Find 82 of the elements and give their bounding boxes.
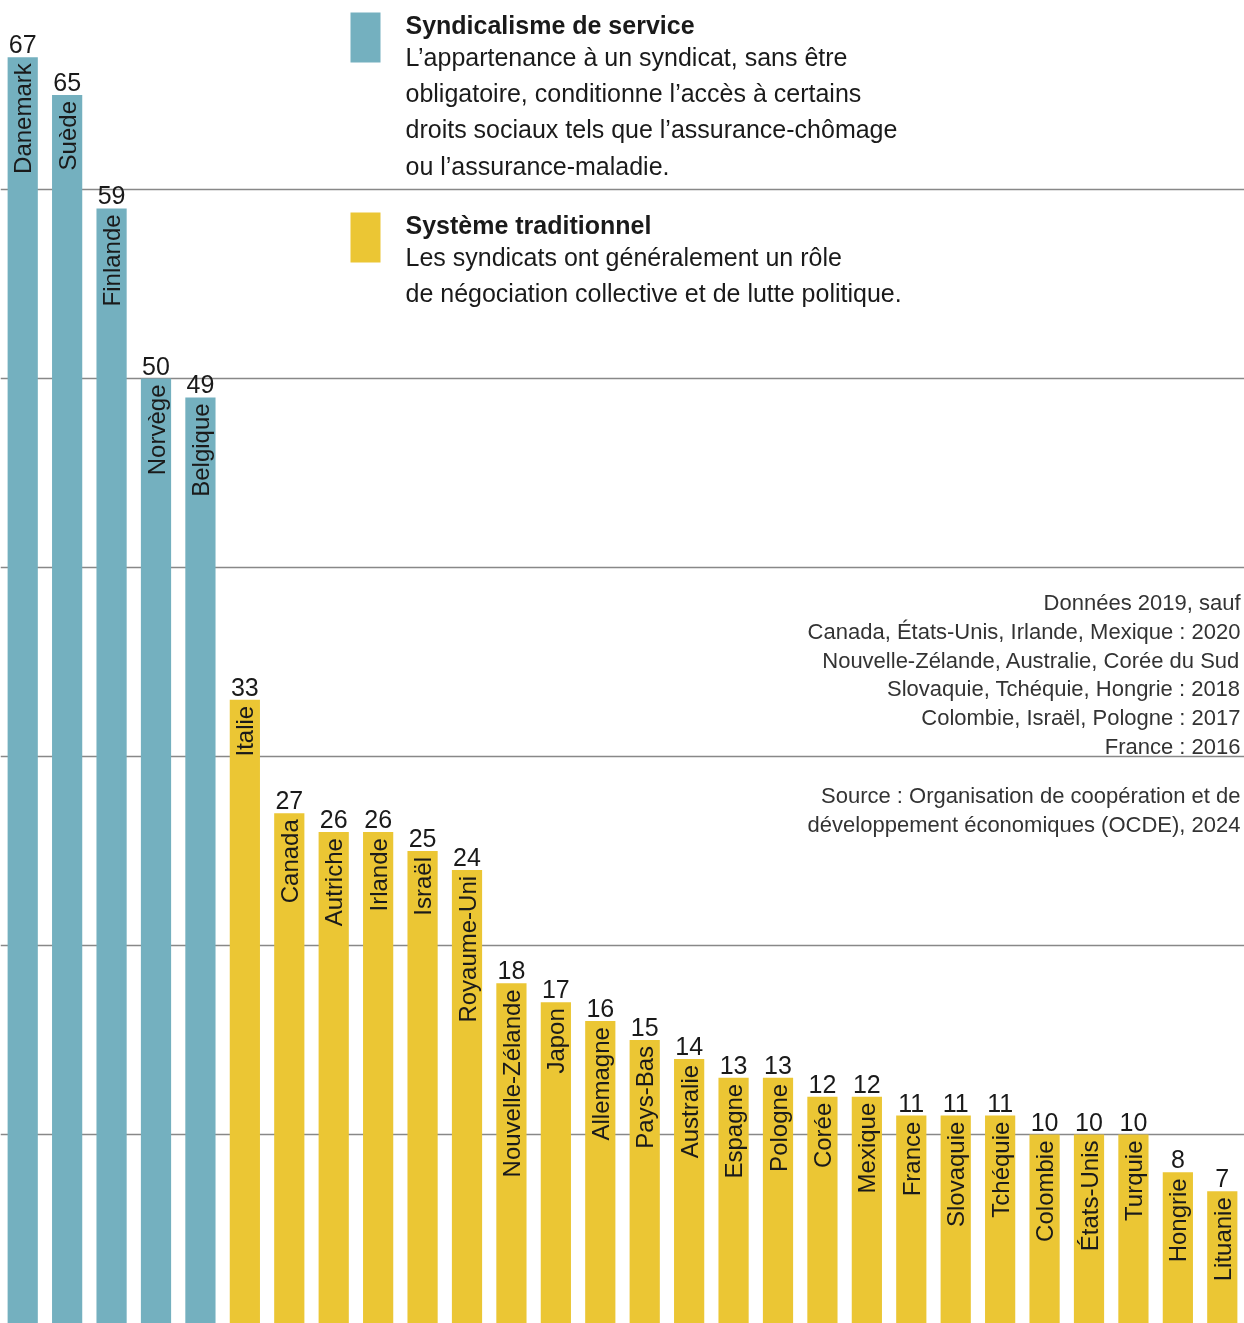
- bar: [274, 813, 305, 1323]
- data-label: 11: [987, 1088, 1014, 1117]
- annotation: Source : Organisation de coopération et de développement économiques (OCDE), 2024: [807, 782, 1241, 837]
- data-label: 24: [453, 842, 481, 871]
- legend-label: Système traditionnel: [405, 210, 652, 239]
- bar: [896, 1115, 927, 1323]
- bar: [185, 397, 216, 1323]
- data-label: 50: [142, 351, 170, 380]
- x-tick-label: Slovaquie: [942, 1121, 970, 1228]
- bar: [718, 1077, 749, 1323]
- bar: [540, 1002, 571, 1323]
- data-label: 8: [1170, 1145, 1185, 1174]
- data-label: 67: [8, 30, 37, 59]
- data-label: 7: [1215, 1164, 1230, 1193]
- x-tick-label: Israël: [409, 857, 437, 916]
- x-tick-label: Mexique: [853, 1102, 881, 1194]
- x-tick-label: Belgique: [186, 403, 214, 497]
- x-tick-label: Lituanie: [1208, 1197, 1236, 1282]
- data-label: 10: [1075, 1107, 1103, 1136]
- bar: [585, 1021, 616, 1323]
- bar: [1118, 1134, 1149, 1323]
- annotation: Les syndicats ont généralement un rôle de négociation collective et de lutte politique.: [405, 242, 902, 307]
- legend-label: Syndicalisme de service: [405, 10, 695, 39]
- bar: [363, 832, 394, 1323]
- annotation: Données 2019, sauf Canada, États-Unis, Irlande, Mexique : 2020 Nouvelle-Zélande, Australie, Corée du Sud Slovaquie, Tchéquie, Hongrie : 2018 Colombie, Israël, Pologne : 2017 France : 2016: [807, 590, 1242, 759]
- data-label: 15: [630, 1013, 659, 1041]
- data-label: 14: [675, 1031, 704, 1060]
- x-tick-label: Japon: [542, 1008, 570, 1074]
- data-label: 49: [186, 370, 215, 399]
- bar: [674, 1058, 705, 1323]
- x-tick-label: Canada: [275, 818, 303, 904]
- x-tick-label: Allemagne: [586, 1027, 614, 1141]
- bar: [762, 1077, 794, 1323]
- data-label: 10: [1119, 1107, 1148, 1136]
- data-label: 26: [364, 805, 393, 834]
- bar: [407, 851, 438, 1323]
- data-label: 18: [497, 956, 526, 985]
- x-tick-label: Pays-Bas: [631, 1046, 659, 1149]
- x-tick-label: Nouvelle-Zélande: [497, 989, 525, 1178]
- x-tick-label: Pologne: [764, 1083, 792, 1172]
- bar: [52, 95, 83, 1323]
- x-tick-label: Turquie: [1119, 1140, 1147, 1221]
- x-tick-label: Tchéquie: [986, 1121, 1014, 1218]
- x-tick-label: Danemark: [9, 62, 37, 174]
- data-label: 12: [852, 1069, 881, 1098]
- data-label: 59: [97, 181, 126, 210]
- bar: [629, 1040, 660, 1323]
- x-tick-label: Corée: [808, 1102, 836, 1169]
- x-tick-label: Norvège: [142, 384, 170, 476]
- x-tick-label: France: [897, 1121, 925, 1197]
- annotation: L’appartenance à un syndicat, sans être obligatoire, conditionne l’accès à certains droits sociaux tels que l’assurance-chômage ou l’assurance-maladie.: [405, 42, 898, 180]
- x-tick-label: Royaume-Uni: [453, 875, 481, 1023]
- data-label: 27: [275, 786, 304, 815]
- data-label: 17: [541, 975, 570, 1004]
- x-tick-label: Espagne: [720, 1083, 748, 1179]
- x-tick-label: Autriche: [320, 838, 348, 927]
- x-tick-label: États-Unis: [1075, 1140, 1103, 1252]
- bar: [807, 1096, 838, 1323]
- x-tick-label: Suède: [53, 100, 81, 171]
- data-label: 13: [764, 1050, 792, 1079]
- data-label: 11: [898, 1088, 925, 1117]
- x-tick-label: Irlande: [364, 838, 392, 912]
- x-tick-label: Australie: [675, 1064, 703, 1159]
- bar: [140, 378, 172, 1323]
- data-label: 11: [942, 1088, 969, 1117]
- data-label: 12: [808, 1069, 837, 1098]
- bar: [451, 869, 483, 1323]
- bar: [229, 699, 260, 1323]
- data-label: 16: [586, 994, 615, 1023]
- x-tick-label: Italie: [231, 705, 259, 757]
- data-label: 33: [230, 672, 259, 701]
- x-tick-label: Hongrie: [1164, 1178, 1192, 1263]
- bar: [318, 832, 349, 1323]
- data-label: 65: [53, 68, 82, 96]
- data-label: 25: [408, 824, 437, 852]
- data-label: 13: [719, 1050, 748, 1079]
- bar: [7, 57, 38, 1323]
- data-label: 26: [319, 805, 348, 834]
- data-label: 10: [1030, 1107, 1059, 1136]
- x-tick-label: Finlande: [98, 214, 126, 307]
- bar: [96, 208, 127, 1323]
- x-tick-label: Colombie: [1031, 1140, 1059, 1242]
